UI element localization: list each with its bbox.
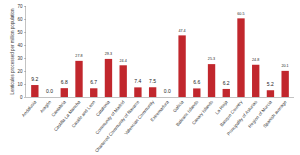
svg-text:Castilla-La Mancha: Castilla-La Mancha <box>53 99 82 132</box>
svg-text:Principality of Asturias: Principality of Asturias <box>226 99 259 137</box>
svg-text:30: 30 <box>18 56 24 61</box>
svg-text:7.4: 7.4 <box>134 78 141 84</box>
svg-text:24.8: 24.8 <box>252 58 259 62</box>
svg-text:Aragón: Aragón <box>39 99 52 114</box>
svg-text:Castile and Leon: Castile and Leon <box>71 99 97 128</box>
svg-text:60.5: 60.5 <box>237 12 244 16</box>
svg-text:Balearic Islands: Balearic Islands <box>175 99 200 127</box>
svg-text:70: 70 <box>18 4 24 9</box>
svg-text:0.0: 0.0 <box>46 88 53 94</box>
svg-text:0: 0 <box>20 95 23 100</box>
svg-text:5.2: 5.2 <box>267 81 274 87</box>
svg-text:Valencian Community: Valencian Community <box>123 99 155 136</box>
svg-text:9.2: 9.2 <box>31 76 38 82</box>
svg-text:Extremadura: Extremadura <box>149 99 170 122</box>
svg-text:Region of Murcia: Region of Murcia <box>247 99 273 129</box>
svg-text:40: 40 <box>18 43 24 48</box>
svg-text:27.8: 27.8 <box>75 54 82 58</box>
svg-text:6.8: 6.8 <box>61 79 68 85</box>
svg-text:Chartered Community of Navarre: Chartered Community of Navarre <box>94 99 141 153</box>
svg-text:6.2: 6.2 <box>223 80 230 86</box>
svg-text:29.3: 29.3 <box>105 52 112 56</box>
svg-text:25.3: 25.3 <box>208 57 215 61</box>
svg-text:20.1: 20.1 <box>281 64 288 68</box>
svg-text:Basque Country: Basque Country <box>219 99 244 128</box>
svg-text:Catalonia: Catalonia <box>95 99 111 117</box>
svg-text:Galicia: Galicia <box>172 99 185 113</box>
svg-text:Cantabria: Cantabria <box>50 99 67 118</box>
svg-text:0.0: 0.0 <box>164 88 171 94</box>
svg-text:La Rioja: La Rioja <box>214 99 229 115</box>
svg-text:47.4: 47.4 <box>178 29 185 33</box>
svg-text:Andalusia: Andalusia <box>21 99 38 118</box>
svg-text:24.4: 24.4 <box>120 59 127 63</box>
svg-text:6.6: 6.6 <box>193 79 200 85</box>
svg-text:Community of Madrid: Community of Madrid <box>94 99 126 135</box>
svg-text:7.5: 7.5 <box>149 78 156 84</box>
svg-text:60: 60 <box>18 17 24 22</box>
svg-text:50: 50 <box>18 30 24 35</box>
svg-text:10: 10 <box>18 82 24 87</box>
svg-text:Lenticules processed per milli: Lenticules processed per million populat… <box>10 8 15 95</box>
svg-text:6.7: 6.7 <box>90 79 97 85</box>
svg-text:Canary Islands: Canary Islands <box>191 99 215 126</box>
svg-text:20: 20 <box>18 69 24 74</box>
svg-text:Spanish average: Spanish average <box>262 99 288 128</box>
